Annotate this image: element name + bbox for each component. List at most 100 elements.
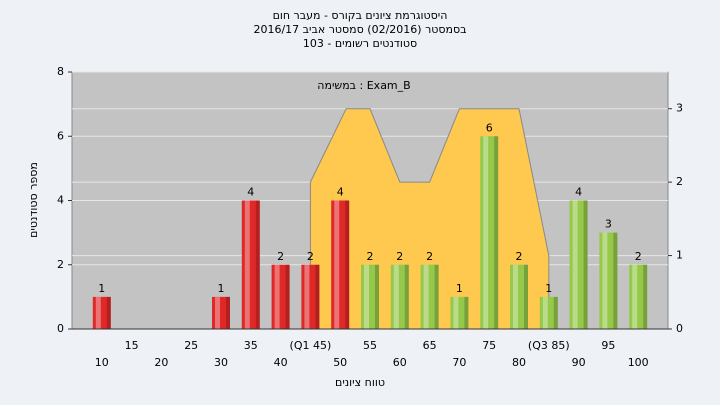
bar-shadow: [375, 264, 379, 329]
bar: [539, 296, 558, 329]
chart-subtitle: בסמסטר (02/2016) סמסטר אביב 2016/17: [253, 23, 466, 36]
bar-highlight: [364, 264, 369, 329]
bar: [301, 264, 320, 329]
bar: [241, 200, 260, 329]
y2-tick-label: 2: [676, 175, 683, 188]
annotation: במשימה : Exam_B: [317, 79, 410, 92]
x-tick-label: 90: [572, 356, 586, 369]
bar-shadow: [524, 264, 528, 329]
bar: [390, 264, 409, 329]
value-label: 1: [98, 282, 105, 295]
bar: [212, 296, 230, 329]
bar: [480, 136, 499, 329]
y-tick-label: 8: [57, 65, 64, 78]
bar: [331, 200, 350, 329]
x-tick-label: 40: [274, 356, 288, 369]
bar: [450, 296, 469, 329]
bar: [599, 232, 618, 329]
bar-shadow: [494, 136, 499, 329]
value-label: 2: [277, 250, 284, 263]
bar-shadow: [285, 264, 290, 329]
bar-shadow: [553, 296, 558, 329]
chart-subtitle: סטודנטים רשומים - 103: [303, 37, 417, 50]
value-label: 6: [486, 121, 493, 134]
x-tick-label: 35: [244, 339, 258, 352]
bar-highlight: [393, 264, 399, 329]
bar-highlight: [334, 200, 340, 329]
x-tick-label: 80: [512, 356, 526, 369]
bar: [92, 296, 111, 329]
bar-shadow: [464, 296, 469, 329]
bar-shadow: [613, 232, 618, 329]
bar-shadow: [434, 264, 439, 329]
bar-highlight: [483, 136, 489, 329]
x-tick-label: 25: [184, 339, 198, 352]
y2-tick-label: 1: [676, 249, 683, 262]
x-tick-label: 65: [423, 339, 437, 352]
x-tick-label: (Q3 85): [528, 339, 570, 352]
annotation-box: [312, 76, 416, 94]
bar: [271, 264, 290, 329]
x-tick-label: 95: [601, 339, 615, 352]
value-label: 4: [247, 186, 254, 199]
bar-shadow: [345, 200, 350, 329]
bar-highlight: [215, 296, 220, 329]
bar: [510, 264, 528, 329]
bar-highlight: [95, 296, 101, 329]
value-label: 1: [545, 282, 552, 295]
x-tick-label: 15: [125, 339, 139, 352]
x-tick-label: 100: [628, 356, 649, 369]
chart-title: היסטוגרמת ציונים בקורס - מעבר חום: [273, 9, 448, 22]
x-tick-label: 60: [393, 356, 407, 369]
y-tick-label: 2: [57, 258, 64, 271]
x-axis-label: טווח ציונים: [335, 376, 385, 389]
value-label: 4: [337, 186, 344, 199]
value-label: 2: [307, 250, 314, 263]
bar-highlight: [453, 296, 459, 329]
x-tick-label: 55: [363, 339, 377, 352]
bar: [420, 264, 439, 329]
bar-highlight: [572, 200, 578, 329]
bar-highlight: [542, 296, 548, 329]
value-label: 3: [605, 218, 612, 231]
bar-highlight: [513, 264, 518, 329]
value-label: 1: [218, 282, 225, 295]
value-label: 2: [367, 250, 374, 263]
x-tick-label: 75: [482, 339, 496, 352]
x-tick-label: 30: [214, 356, 228, 369]
x-tick-label: 70: [452, 356, 466, 369]
value-label: 2: [426, 250, 433, 263]
value-label: 2: [396, 250, 403, 263]
value-label: 2: [635, 250, 642, 263]
y-axis-label: מספר סטודנטים: [27, 162, 40, 238]
bar-shadow: [255, 200, 260, 329]
bar-shadow: [404, 264, 409, 329]
y2-tick-label: 3: [676, 102, 683, 115]
x-tick-label: 20: [154, 356, 168, 369]
value-label: 1: [456, 282, 463, 295]
value-label: 4: [575, 186, 582, 199]
bar-highlight: [244, 200, 250, 329]
x-tick-label: 10: [95, 356, 109, 369]
bar-highlight: [602, 232, 608, 329]
bar-highlight: [274, 264, 280, 329]
bar-highlight: [423, 264, 429, 329]
bar-shadow: [583, 200, 588, 329]
bar: [361, 264, 379, 329]
bar: [569, 200, 588, 329]
bar-shadow: [226, 296, 230, 329]
x-tick-label: 50: [333, 356, 347, 369]
value-label: 2: [516, 250, 523, 263]
bar-highlight: [304, 264, 310, 329]
bar: [629, 264, 648, 329]
bar-highlight: [632, 264, 638, 329]
bar-shadow: [643, 264, 648, 329]
y2-tick-label: 0: [676, 322, 683, 335]
x-tick-label: (Q1 45): [290, 339, 332, 352]
bar-shadow: [106, 296, 111, 329]
y-tick-label: 6: [57, 129, 64, 142]
bar-shadow: [315, 264, 320, 329]
y-tick-label: 4: [57, 194, 64, 207]
y-tick-label: 0: [57, 322, 64, 335]
